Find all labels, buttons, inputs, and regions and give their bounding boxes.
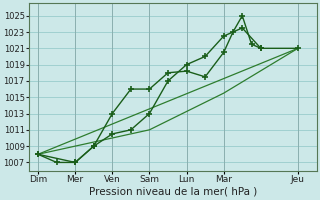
X-axis label: Pression niveau de la mer( hPa ): Pression niveau de la mer( hPa ) — [89, 187, 257, 197]
